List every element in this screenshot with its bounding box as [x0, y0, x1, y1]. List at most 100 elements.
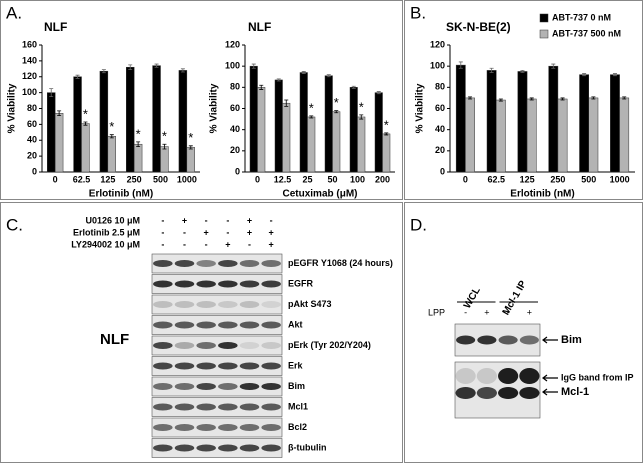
bar: [73, 76, 82, 173]
error-bar: [109, 134, 114, 139]
bar: [526, 98, 537, 173]
blot-band: [476, 387, 497, 399]
y-tick-label: 140: [22, 55, 37, 65]
treatment-sign: -: [464, 307, 467, 317]
error-bar: [101, 69, 106, 74]
y-tick-label: 60: [230, 103, 240, 113]
panel-label: A.: [6, 3, 22, 22]
error-bar: [75, 74, 80, 79]
y-tick-label: 40: [27, 135, 37, 145]
band-label: Mcl-1: [561, 386, 589, 398]
blot-band: [239, 260, 260, 267]
blot-band: [498, 335, 518, 345]
blot-band: [455, 387, 476, 399]
blot-band: [239, 444, 260, 452]
error-bar: [458, 61, 463, 69]
error-bar: [188, 145, 193, 150]
error-bar: [529, 97, 534, 101]
blot-band: [261, 362, 281, 370]
error-bar: [612, 73, 617, 77]
treatment-sign: -: [248, 239, 251, 249]
blot-strip: [151, 315, 283, 335]
blot-band: [153, 342, 173, 349]
error-bar: [57, 110, 62, 117]
bar: [588, 97, 599, 173]
bar: [54, 113, 64, 173]
blot-band: [174, 403, 195, 411]
blot-band: [153, 424, 173, 431]
blot-label: Bim: [288, 381, 305, 391]
blot-band: [261, 342, 281, 349]
bar: [496, 99, 506, 173]
blot-band: [261, 260, 281, 267]
blot-band: [153, 260, 173, 267]
bar: [99, 70, 109, 173]
arrow: [542, 336, 558, 344]
cell-line-label: NLF: [100, 331, 129, 348]
y-tick-label: 100: [225, 61, 240, 71]
blot-band: [153, 383, 173, 390]
error-bar: [326, 74, 331, 78]
panel-label: D.: [410, 215, 427, 234]
error-bar: [351, 85, 356, 89]
blot-band: [174, 260, 195, 267]
error-bar: [309, 115, 314, 119]
bar: [465, 97, 475, 173]
error-bar: [49, 88, 54, 97]
y-tick-label: 160: [22, 39, 37, 49]
bar: [324, 75, 333, 173]
panel-a-border: [0, 0, 403, 200]
x-tick-label: 0: [53, 174, 58, 184]
blot-strip: [151, 438, 283, 458]
treatment-sign: -: [205, 239, 208, 249]
treatment-sign: -: [226, 227, 229, 237]
error-bar: [259, 84, 264, 90]
y-tick-label: 0: [235, 166, 240, 176]
band-label: IgG band from IP: [561, 372, 634, 382]
significance-mark: *: [309, 100, 314, 115]
blot-label: β-tubulin: [288, 442, 326, 452]
error-bar: [301, 71, 306, 74]
error-bar: [582, 73, 587, 77]
treatment-sign: +: [269, 239, 274, 249]
blot-band: [153, 403, 173, 411]
blot-strip: [151, 274, 283, 294]
y-tick-label: 20: [27, 151, 37, 161]
bar: [374, 92, 383, 173]
blot-band: [239, 383, 260, 390]
error-bar: [376, 91, 381, 95]
blot-band: [218, 444, 238, 452]
significance-mark: *: [188, 130, 193, 145]
error-bar: [468, 96, 473, 100]
y-tick-label: 80: [435, 82, 445, 92]
error-bar: [251, 63, 256, 69]
blot-band: [174, 362, 195, 370]
y-tick-label: 100: [430, 61, 445, 71]
blot-band: [261, 444, 281, 452]
blot-band: [261, 383, 281, 390]
error-bar: [551, 63, 556, 69]
y-tick-label: 80: [230, 82, 240, 92]
blot-label: pErk (Tyr 202/Y204): [288, 340, 371, 350]
blot-label: Bcl2: [288, 422, 307, 432]
x-axis-label: Erlotinib (nM): [89, 189, 153, 200]
x-tick-label: 50: [327, 174, 337, 184]
bar: [299, 72, 308, 173]
error-bar: [83, 121, 88, 126]
error-bar: [284, 99, 289, 107]
significance-mark: *: [162, 129, 167, 144]
blot-label: EGFR: [288, 278, 314, 288]
blot-band: [218, 383, 238, 390]
blot-band: [174, 383, 195, 390]
blot-band: [519, 368, 540, 384]
x-tick-label: 12.5: [274, 174, 292, 184]
x-tick-label: 200: [375, 174, 390, 184]
y-tick-label: 40: [435, 124, 445, 134]
blot-band: [261, 424, 281, 431]
blot-label: Akt: [288, 319, 303, 329]
blot-band: [477, 335, 497, 345]
x-axis-label: Erlotinib (nM): [510, 189, 574, 200]
panel-label: B.: [410, 3, 426, 22]
blot-band: [239, 403, 260, 411]
bar: [274, 79, 283, 173]
